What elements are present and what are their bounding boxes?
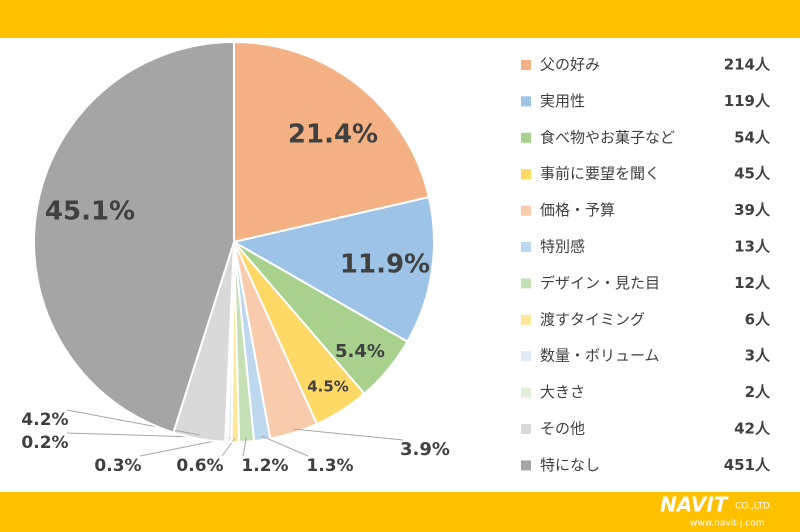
leader-line [66, 409, 200, 436]
slice-label: 4.2% [21, 410, 68, 430]
legend-count: 451人 [724, 456, 771, 474]
legend-count: 214人 [724, 56, 771, 74]
legend-label: 特別感 [540, 238, 585, 256]
legend-count: 3人 [745, 347, 771, 365]
legend-count: 39人 [734, 201, 771, 219]
legend-label: 食べ物やお菓子など [540, 128, 675, 146]
footer-band [0, 492, 800, 532]
legend-swatch [521, 205, 531, 216]
legend-count: 45人 [734, 165, 771, 183]
slice-label: 45.1% [45, 197, 135, 227]
legend-count: 2人 [745, 383, 771, 401]
legend-label: 特になし [540, 456, 600, 474]
legend-swatch [521, 460, 531, 471]
logo: NAVIT [660, 493, 729, 517]
legend-label: 数量・ボリューム [540, 347, 660, 365]
pie-slice [231, 195, 435, 344]
legend-count: 13人 [734, 238, 771, 256]
legend-swatch [521, 278, 531, 289]
leader-line [242, 437, 247, 457]
slice-label: 3.9% [400, 439, 450, 460]
legend-label: デザイン・見た目 [540, 274, 660, 292]
leader-line [292, 428, 404, 441]
legend-label: 実用性 [540, 92, 585, 110]
slice-label: 5.4% [335, 341, 385, 362]
pie-slice [233, 40, 431, 244]
slice-label: 1.3% [306, 456, 353, 476]
slice-label: 0.2% [21, 433, 68, 453]
slice-label: 11.9% [340, 250, 430, 280]
legend-swatch [521, 169, 531, 180]
leader-line [261, 435, 309, 457]
legend-label: 価格・予算 [540, 201, 615, 219]
legend-label: 渡すタイミング [540, 310, 645, 328]
legend-swatch [521, 60, 531, 70]
legend-swatch [521, 242, 531, 252]
slice-label: 4.5% [307, 378, 349, 396]
legend-count: 12人 [734, 274, 771, 292]
legend-label: 父の好み [540, 56, 600, 74]
slice-label: 0.3% [94, 456, 141, 476]
legend-swatch [521, 132, 531, 143]
legend-count: 119人 [724, 92, 771, 110]
legend-count: 42人 [734, 420, 771, 438]
legend-label: その他 [540, 420, 585, 438]
logo-suffix: CO.,LTD. [735, 502, 773, 512]
legend-swatch [521, 387, 531, 398]
leader-line [221, 437, 236, 457]
legend-label: 大きさ [540, 383, 585, 401]
legend-swatch [521, 96, 531, 107]
slice-label: 0.6% [176, 456, 223, 476]
legend-swatch [521, 424, 531, 434]
pie-slice [33, 40, 235, 434]
legend-count: 6人 [745, 310, 771, 328]
legend-label: 事前に要望を聞く [540, 165, 660, 183]
header-band [0, 0, 800, 38]
legend-swatch [521, 314, 531, 325]
url: www.navit-j.com [690, 519, 765, 529]
slice-label: 21.4% [288, 120, 378, 150]
slice-label: 1.2% [241, 456, 288, 476]
legend-swatch [521, 351, 531, 362]
legend-count: 54人 [734, 128, 771, 146]
